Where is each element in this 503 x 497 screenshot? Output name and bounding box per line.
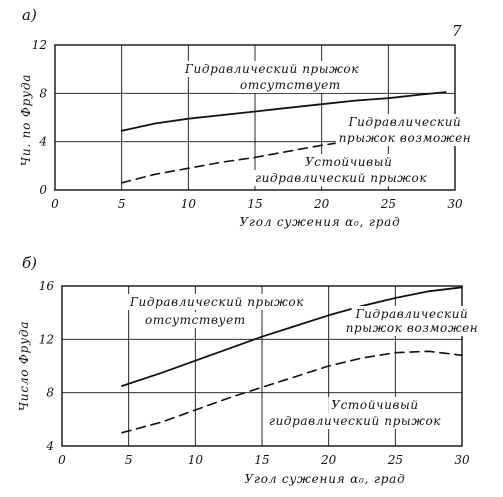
x-tick-label: 20 <box>313 197 330 211</box>
region-label: Гидравлический <box>355 307 469 321</box>
x-tick-label: 5 <box>125 453 133 467</box>
y-tick-label: 12 <box>39 332 54 346</box>
y-tick-label: 12 <box>32 38 47 52</box>
region-label: Гидравлический <box>348 115 462 129</box>
x-tick-label: 30 <box>447 197 463 211</box>
y-tick-label: 0 <box>39 183 47 197</box>
y-tick-label: 16 <box>39 279 55 293</box>
y-tick-label: 8 <box>39 86 47 100</box>
region-label-bg <box>344 114 465 130</box>
region-label-bg <box>142 312 249 328</box>
region-label: отсутствует <box>240 78 341 92</box>
region-label-bg <box>351 306 472 322</box>
region-label: прыжок возможен <box>339 131 472 145</box>
y-axis-label: Число Фруда <box>17 321 31 412</box>
y-tick-label: 8 <box>46 386 54 400</box>
region-label: Устойчивый <box>331 398 418 412</box>
region-label: гидравлический прыжок <box>255 171 427 185</box>
x-tick-label: 15 <box>247 197 262 211</box>
region-label-bg <box>181 61 363 77</box>
x-tick-label: 0 <box>58 453 66 467</box>
region-label: Гидравлический прыжок <box>129 295 304 309</box>
region-label-bg <box>328 397 422 413</box>
x-tick-label: 5 <box>118 197 126 211</box>
region-label: Гидравлический прыжок <box>184 62 359 76</box>
panel-label: б) <box>22 254 37 272</box>
x-tick-label: 10 <box>188 453 204 467</box>
x-tick-label: 25 <box>387 453 403 467</box>
region-label-bg <box>342 320 482 336</box>
chart-panel-b: 0 5 10 15 20 25 30 4 8 12 16 Гидравлический прыжок о… <box>17 254 482 486</box>
x-tick-label: 15 <box>254 453 269 467</box>
region-label-bg <box>302 154 396 170</box>
y-axis-label: Чи. по Фруда <box>19 74 33 166</box>
page-mark: 7 <box>452 22 462 40</box>
region-label: Устойчивый <box>305 155 392 169</box>
x-tick-label: 20 <box>320 453 337 467</box>
region-label-bg <box>335 130 475 146</box>
y-tick-label: 4 <box>38 135 47 149</box>
x-tick-label: 10 <box>181 197 197 211</box>
region-label: прыжок возможен <box>346 321 479 335</box>
region-label-bg <box>265 413 445 429</box>
x-tick-label: 25 <box>380 197 396 211</box>
series-line-solid <box>120 91 447 132</box>
region-label-bg <box>237 77 344 93</box>
panel-label: а) <box>22 6 37 24</box>
chart-panel-a: 0 5 10 15 20 25 30 0 4 8 12 Гидравлический прыжок от… <box>19 6 475 229</box>
region-label: гидравлический прыжок <box>269 414 441 428</box>
series-line-dashed <box>121 350 463 434</box>
x-tick-label: 0 <box>51 197 59 211</box>
region-label: отсутствует <box>145 313 246 327</box>
series-line-solid <box>121 286 463 387</box>
series-line-dashed <box>120 125 447 184</box>
region-label-bg <box>126 294 308 310</box>
region-label-bg <box>252 170 431 186</box>
y-tick-label: 4 <box>45 439 54 453</box>
x-axis-label: Угол сужения α₀, град <box>244 472 405 486</box>
x-tick-label: 30 <box>454 453 470 467</box>
x-axis-label: Угол сужения α₀, град <box>239 215 400 229</box>
